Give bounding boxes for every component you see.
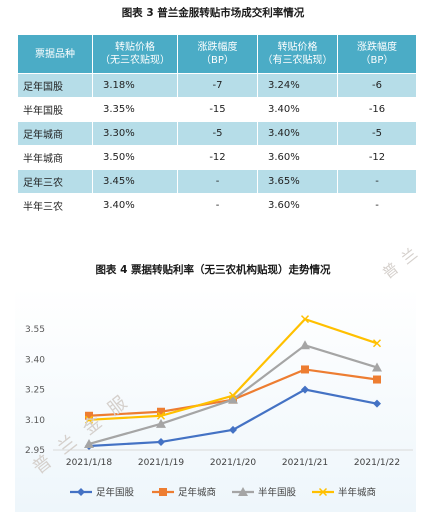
y-tick-label: 3.55 [25, 325, 45, 335]
table-header-cell: 转贴价格 （无三农贴现） [92, 34, 178, 74]
header-line-1: 涨跌幅度 [197, 42, 238, 53]
x-tick-label: 2021/1/20 [210, 458, 256, 468]
header-line-2: （有三农贴现） [262, 55, 333, 66]
data-point-diamond [77, 488, 85, 496]
header-line-1: 涨跌幅度 [357, 42, 397, 53]
data-point-triangle [156, 418, 166, 428]
table-cell: 3.30% [92, 121, 178, 146]
table-cell: - [177, 193, 258, 218]
table-header-cell: 票据品种 [17, 34, 93, 74]
chart-area: 2.95 3.10 3.25 3.40 3.55 2021/1/18 2021/1/19 20… [15, 288, 416, 512]
table-row: 半年国股 3.35% -15 3.40% -16 [17, 97, 417, 122]
data-point-square [301, 365, 309, 374]
data-point-triangle [228, 394, 238, 404]
table-row: 半年城商 3.50% -12 3.60% -12 [17, 145, 417, 170]
data-point-triangle [238, 487, 248, 496]
table-row: 半年三农 3.40% -3.60% - [17, 193, 417, 218]
table-cell: - [337, 169, 417, 194]
x-tick-label: 2021/1/19 [138, 458, 184, 468]
table-row: 足年三农 3.45% -3.65% - [17, 169, 417, 194]
table-row: 足年国股 3.18% -7 3.24% -6 [17, 73, 417, 98]
data-point-diamond [157, 437, 165, 446]
table-cell: 3.24% [257, 73, 338, 98]
table-header-row: 票据品种 转贴价格 （无三农贴现） 涨跌幅度 （BP） 转贴价格 （有三农贴现） 涨跌幅度 （B… [17, 34, 417, 74]
line-chart: 2.95 3.10 3.25 3.40 3.55 2021/1/18 2021/1/19 20… [25, 315, 413, 499]
row-header-cell: 半年国股 [17, 97, 93, 122]
data-point-diamond [229, 425, 237, 434]
table-cell: 3.60% [257, 145, 338, 170]
rate-table: 票据品种 转贴价格 （无三农贴现） 涨跌幅度 （BP） 转贴价格 （有三农贴现） 涨跌幅度 （B… [17, 34, 417, 218]
table-row: 足年城商 3.30% -5 3.40% -5 [17, 121, 417, 146]
table-cell: -16 [337, 97, 417, 122]
data-point-triangle [300, 340, 310, 350]
chart-caption: 图表 4 票据转贴利率（无三农机构贴现）走势情况 [95, 264, 331, 276]
table-header-cell: 转贴价格 （有三农贴现） [257, 34, 338, 74]
data-point-triangle [372, 362, 382, 372]
table-caption: 图表 3 普兰金服转贴市场成交利率情况 [121, 7, 305, 19]
table-cell: 3.35% [92, 97, 178, 122]
data-point-diamond [373, 399, 381, 408]
x-tick-label: 2021/1/18 [66, 458, 112, 468]
table-cell: - [337, 193, 417, 218]
data-point-cross [228, 391, 238, 400]
data-point-square [157, 407, 165, 416]
y-tick-label: 3.25 [25, 386, 45, 396]
header-line-1: 转贴价格 [277, 42, 318, 53]
y-tick-label: 2.95 [25, 446, 45, 456]
table-cell: 3.40% [257, 121, 338, 146]
table-cell: 3.60% [257, 193, 338, 218]
header-line-2: （无三农贴现） [100, 55, 170, 66]
table-cell: 3.40% [257, 97, 338, 122]
x-tick-label: 2021/1/22 [354, 458, 400, 468]
data-point-cross [300, 315, 310, 324]
row-header-cell: 足年三农 [17, 169, 93, 194]
data-point-diamond [301, 385, 309, 394]
table-cell: 3.65% [257, 169, 338, 194]
data-point-square [373, 375, 381, 384]
data-point-cross [318, 487, 328, 497]
table-cell: 3.45% [92, 169, 178, 194]
table-cell: 3.40% [92, 193, 178, 218]
y-tick-label: 3.40 [25, 355, 45, 365]
table-header-cell: 涨跌幅度 （BP） [177, 34, 258, 74]
y-tick-label: 3.10 [25, 416, 45, 426]
row-header-cell: 足年城商 [17, 121, 93, 146]
table-cell: -12 [337, 145, 417, 170]
watermark-top: 普 兰 [379, 243, 423, 283]
table-body: 足年国股 3.18% -7 3.24% -6 半年国股 3.35% -15 3.40% -16 足年… [17, 73, 417, 218]
legend-label: 半年城商 [338, 487, 376, 499]
header-line-1: 转贴价格 [115, 42, 155, 53]
legend-label: 半年国股 [258, 487, 297, 499]
table-cell: -12 [177, 145, 258, 170]
table-cell: - [177, 169, 258, 194]
header-line-1: 票据品种 [35, 48, 75, 60]
table-cell: 3.50% [92, 145, 178, 170]
data-point-triangle [84, 438, 94, 448]
table-cell: -5 [177, 121, 258, 146]
table-cell: -5 [337, 121, 417, 146]
data-point-cross [84, 415, 94, 424]
header-line-2: （BP） [360, 55, 394, 66]
row-header-cell: 半年城商 [17, 145, 93, 170]
data-point-square [85, 411, 93, 420]
legend-label: 足年国股 [96, 487, 135, 499]
legend-label: 足年城商 [178, 487, 216, 499]
row-header-cell: 足年国股 [17, 73, 93, 98]
table-header-cell: 涨跌幅度 （BP） [337, 34, 417, 74]
table-cell: 3.18% [92, 73, 178, 98]
data-point-cross [372, 339, 382, 348]
table-cell: -15 [177, 97, 258, 122]
data-point-cross [156, 411, 166, 420]
data-point-square [159, 488, 167, 496]
x-tick-label: 2021/1/21 [282, 458, 328, 468]
header-line-2: （BP） [201, 55, 234, 66]
row-header-cell: 半年三农 [17, 193, 93, 218]
table-cell: -7 [177, 73, 258, 98]
table-cell: -6 [337, 73, 417, 98]
